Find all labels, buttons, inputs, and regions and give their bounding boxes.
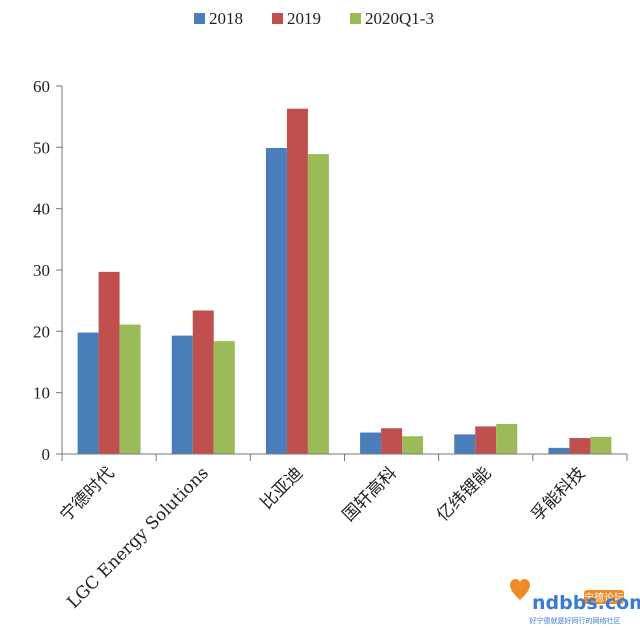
bar-2018-0	[77, 332, 99, 454]
y-tick-label: 0	[42, 445, 51, 464]
bar-2019-4	[475, 426, 497, 454]
y-tick-label: 40	[33, 200, 50, 219]
bar-2020q1-3-2	[307, 154, 329, 454]
x-category-label: 孚能科技	[527, 463, 589, 525]
bar-2019-1	[192, 310, 214, 454]
bar-2019-2	[286, 108, 308, 455]
watermark-domain: ndbbs.com	[532, 592, 640, 614]
bar-2020q1-3-0	[119, 324, 141, 454]
y-tick-label: 60	[33, 77, 50, 96]
bar-2019-0	[98, 271, 120, 454]
bar-2018-3	[360, 432, 382, 454]
x-category-label: 比亚迪	[257, 463, 307, 513]
bar-2018-2	[265, 147, 287, 455]
legend-swatch-2020q1-3	[350, 13, 361, 24]
y-axis: 0 10 20 30 40 50 60	[33, 77, 63, 464]
bar-2020q1-3-3	[402, 436, 424, 454]
watermark-badge: 宁德论坛	[584, 591, 624, 604]
bar-2020q1-3-1	[213, 341, 235, 454]
legend-swatch-2018	[194, 13, 205, 24]
legend-swatch-2019	[272, 13, 283, 24]
y-tick-label: 30	[33, 261, 50, 280]
y-tick-label: 10	[33, 384, 50, 403]
bar-2019-3	[381, 428, 403, 454]
legend-label-2019: 2019	[287, 9, 321, 28]
x-category-label: 国轩高科	[339, 463, 401, 525]
bar-2019-5	[569, 438, 591, 454]
y-tick-label: 20	[33, 322, 50, 341]
legend-label-2018: 2018	[209, 9, 243, 28]
watermark-tagline: 好宁德就是好同行的网络社区	[530, 616, 621, 625]
bar-2018-5	[548, 447, 570, 454]
bar-2020q1-3-4	[496, 423, 518, 454]
y-tick-label: 50	[33, 138, 50, 157]
legend-label-2020q1-3: 2020Q1-3	[365, 9, 434, 28]
bar-2020q1-3-5	[590, 436, 612, 454]
watermark: 宁德论坛 ndbbs.com 好宁德就是好同行的网络社区	[510, 579, 640, 625]
chart-legend: 2018 2019 2020Q1-3	[194, 9, 434, 28]
x-category-label: 宁德时代	[56, 463, 118, 525]
bars-group	[77, 108, 612, 455]
heart-logo-icon	[510, 579, 530, 600]
x-category-label: 亿纬锂能	[433, 463, 495, 525]
bar-2018-4	[454, 434, 476, 454]
bar-2018-1	[171, 335, 193, 454]
